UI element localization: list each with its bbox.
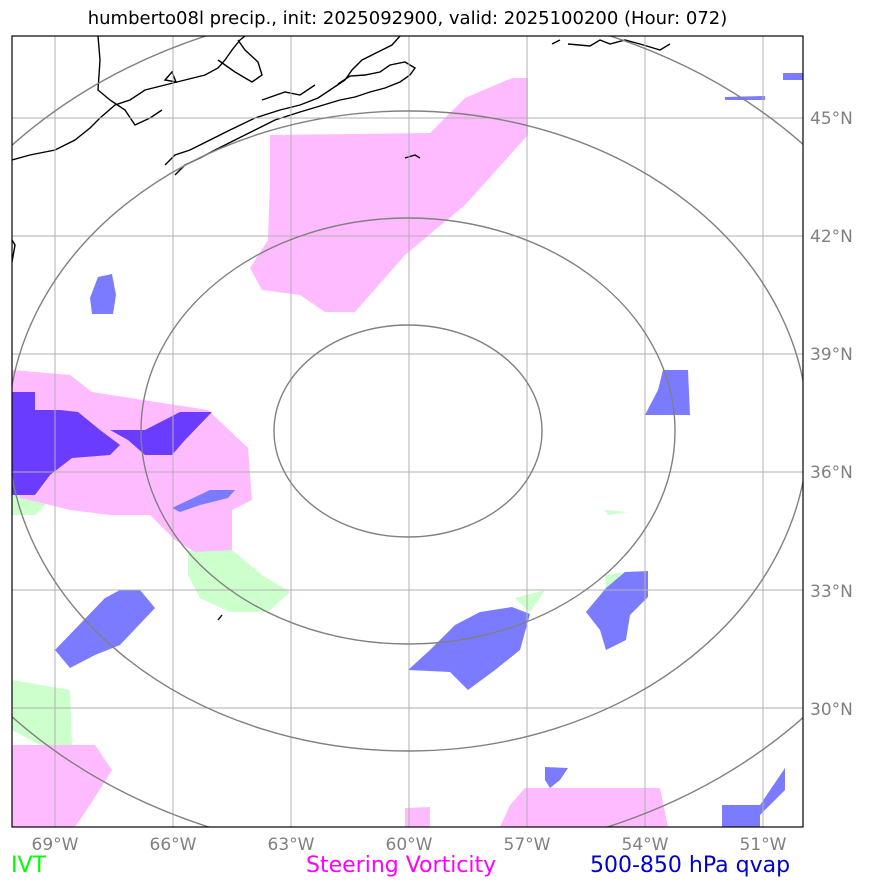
lat-label: 42°N bbox=[810, 227, 853, 247]
lon-label: 51°W bbox=[740, 835, 787, 855]
range-ring-1 bbox=[273, 324, 543, 538]
qvap-field bbox=[12, 73, 803, 827]
lon-label: 57°W bbox=[504, 835, 551, 855]
range-ring-3 bbox=[12, 110, 803, 752]
lon-label: 60°W bbox=[386, 835, 433, 855]
lat-labels: 45°N 42°N 39°N 36°N 33°N 30°N bbox=[810, 109, 853, 720]
legend-ivt: IVT bbox=[11, 853, 46, 878]
lon-label: 63°W bbox=[268, 835, 315, 855]
coastline bbox=[12, 36, 671, 621]
lon-label: 54°W bbox=[622, 835, 669, 855]
lat-label: 30°N bbox=[810, 700, 853, 720]
lat-label: 36°N bbox=[810, 463, 853, 483]
gridlines bbox=[12, 36, 803, 827]
lon-label: 66°W bbox=[150, 835, 197, 855]
legend-vorticity: Steering Vorticity bbox=[306, 853, 497, 878]
lon-label: 69°W bbox=[32, 835, 79, 855]
lat-label: 45°N bbox=[810, 109, 853, 129]
legend-qvap: 500-850 hPa qvap bbox=[590, 853, 791, 878]
lon-labels: 69°W 66°W 63°W 60°W 57°W 54°W 51°W bbox=[32, 835, 787, 855]
map-title: humberto08l precip., init: 2025092900, v… bbox=[87, 8, 728, 29]
map-area bbox=[12, 36, 803, 827]
map-frame bbox=[11, 35, 804, 828]
lat-label: 33°N bbox=[810, 582, 853, 602]
range-ring-2 bbox=[140, 217, 676, 645]
range-rings bbox=[12, 36, 803, 827]
lat-label: 39°N bbox=[810, 345, 853, 365]
